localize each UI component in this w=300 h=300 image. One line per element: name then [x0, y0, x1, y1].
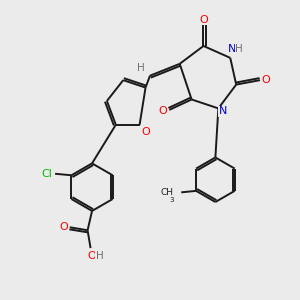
Text: H: H — [235, 44, 243, 54]
Text: O: O — [141, 127, 150, 137]
Text: H: H — [96, 250, 103, 260]
Text: 3: 3 — [169, 197, 174, 203]
Text: O: O — [158, 106, 167, 116]
Text: O: O — [199, 15, 208, 25]
Text: N: N — [227, 44, 236, 54]
Text: O: O — [262, 75, 270, 85]
Text: O: O — [88, 250, 96, 260]
Text: CH: CH — [161, 188, 174, 197]
Text: O: O — [59, 222, 68, 232]
Text: H: H — [137, 63, 145, 73]
Text: Cl: Cl — [41, 169, 52, 179]
Text: N: N — [219, 106, 227, 116]
